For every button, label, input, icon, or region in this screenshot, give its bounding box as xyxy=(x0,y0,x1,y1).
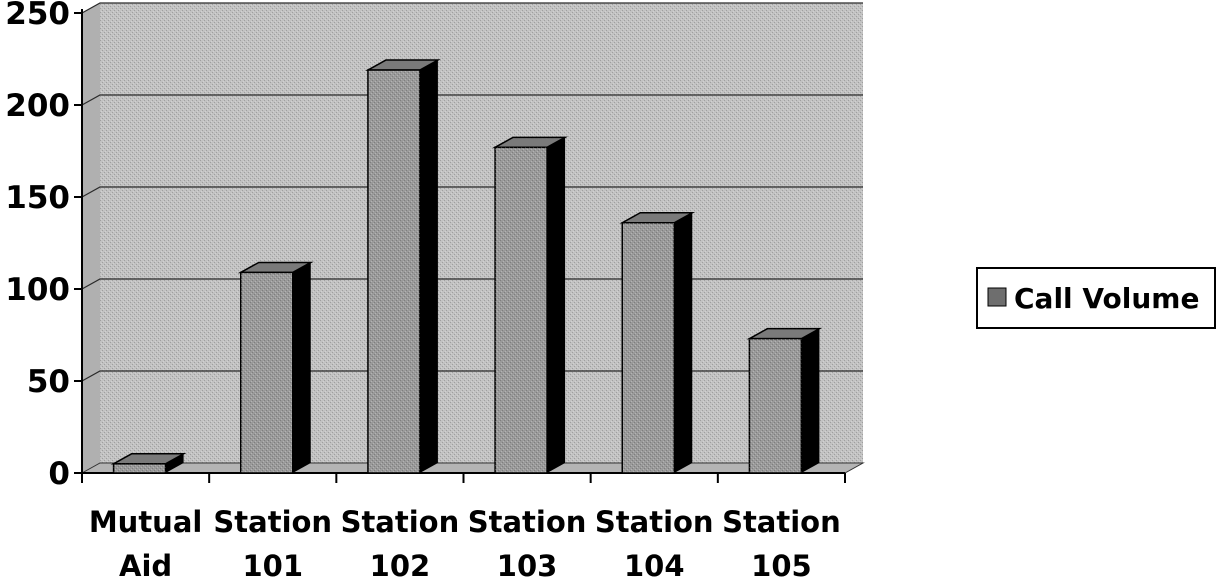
plot-back-wall xyxy=(82,3,863,473)
x-category-label: 101 xyxy=(242,549,303,583)
bar-face-texture xyxy=(495,147,548,473)
x-category-label: 103 xyxy=(497,549,558,583)
bar xyxy=(619,212,696,474)
x-category-label: Station xyxy=(595,505,714,539)
bars xyxy=(110,59,823,474)
gridline xyxy=(81,370,863,382)
bar-side xyxy=(547,137,566,473)
bar xyxy=(110,453,187,474)
plot-floor xyxy=(80,462,865,474)
legend-box xyxy=(976,267,1216,329)
y-tick-label: 250 xyxy=(5,0,70,32)
y-tick-label: 50 xyxy=(27,364,70,400)
x-category-label: Aid xyxy=(119,549,172,583)
bar xyxy=(365,59,441,474)
bar-face-texture xyxy=(367,70,420,473)
x-category-label: 105 xyxy=(751,549,812,583)
x-category-labels: Mutual Aid Station 101 Station 102 Station 103 S… xyxy=(89,505,841,583)
bar xyxy=(237,261,314,474)
bar-face-texture xyxy=(622,222,675,473)
gridline xyxy=(81,186,863,198)
bar-side xyxy=(292,262,311,473)
back-wall-texture xyxy=(100,3,863,463)
bar xyxy=(492,136,568,474)
x-category-label: 102 xyxy=(370,549,431,583)
floor xyxy=(80,462,865,474)
x-category-label: Station xyxy=(341,505,460,539)
bar-side xyxy=(801,328,820,473)
y-tick-label: 0 xyxy=(48,456,70,492)
side-wall xyxy=(82,3,100,473)
legend-label: Call Volume xyxy=(1014,282,1199,315)
y-tick-label: 200 xyxy=(5,88,70,124)
bar-side xyxy=(674,212,693,473)
gridline xyxy=(81,278,863,290)
gridline xyxy=(81,2,863,14)
bar xyxy=(746,327,823,474)
x-category-label: Station xyxy=(468,505,587,539)
x-category-label: Station xyxy=(213,505,332,539)
axes xyxy=(74,9,846,483)
y-tick-labels: 0 50 100 150 200 250 xyxy=(5,0,70,492)
gridline xyxy=(81,94,863,106)
y-tick-label: 100 xyxy=(5,272,70,308)
x-category-label: Station xyxy=(722,505,841,539)
bar-face-texture xyxy=(113,463,166,473)
bar-side xyxy=(419,60,438,473)
legend: Call Volume xyxy=(976,267,1216,329)
legend-swatch xyxy=(987,287,1007,307)
y-tick-label: 150 xyxy=(5,180,70,216)
x-category-label: 104 xyxy=(624,549,685,583)
bar-side xyxy=(165,453,184,473)
bar-face-texture xyxy=(240,272,293,473)
bar-face-texture xyxy=(749,338,802,473)
gridlines xyxy=(81,2,863,382)
x-category-label: Mutual xyxy=(89,505,203,539)
